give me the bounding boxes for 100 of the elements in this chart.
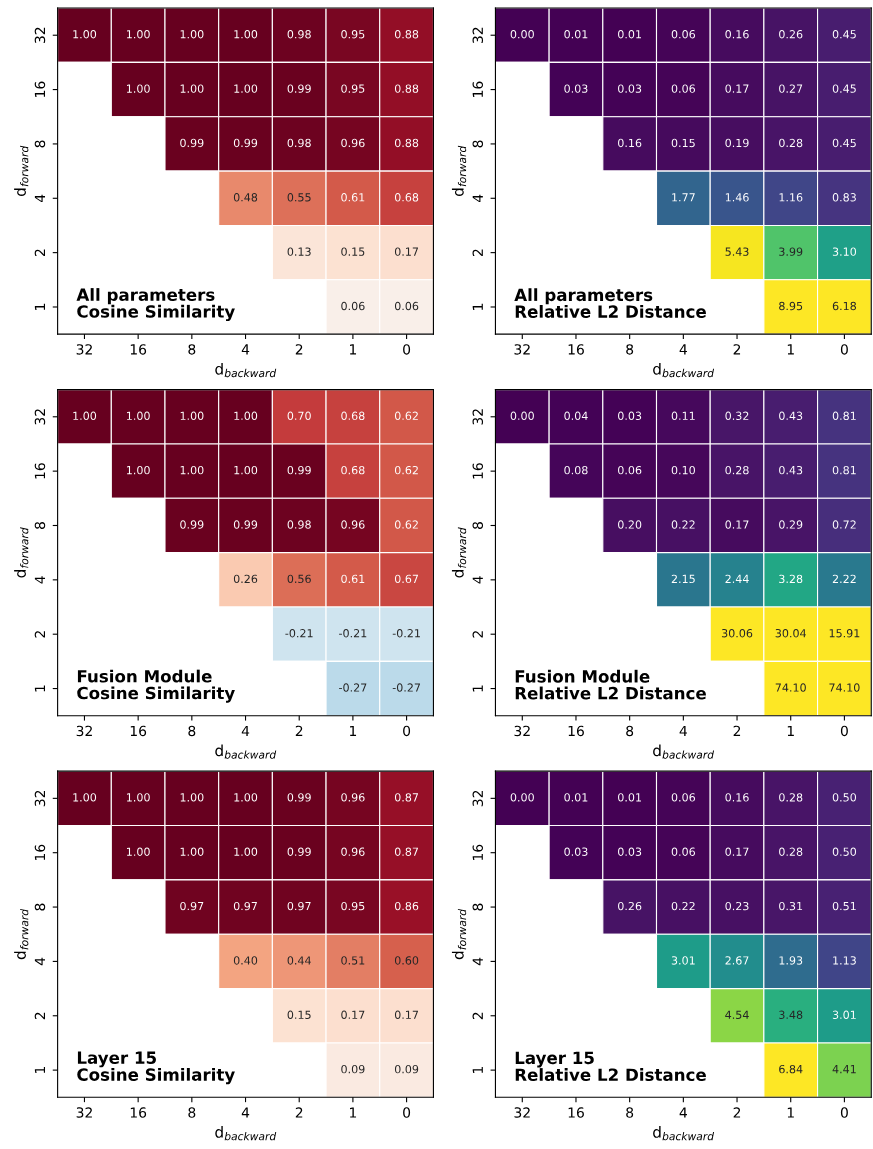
data-label: 0.98 — [287, 520, 311, 529]
x-tick-label: 4 — [241, 1107, 250, 1118]
data-label: 0.26 — [779, 30, 803, 39]
data-label: 0.72 — [832, 520, 856, 529]
data-label: 0.95 — [341, 84, 365, 93]
data-label: 0.56 — [287, 574, 311, 584]
x-tick-label: 2 — [733, 1107, 741, 1118]
data-label: 0.23 — [725, 901, 749, 911]
y-tick-label: 2 — [472, 249, 483, 257]
x-tick-label: 32 — [76, 725, 92, 737]
data-label: 0.17 — [341, 1010, 365, 1019]
data-label: 0.28 — [779, 847, 803, 856]
y-tick-label: 32 — [472, 790, 484, 807]
y-tick-label: 16 — [472, 81, 484, 97]
y-tick-label: 4 — [472, 576, 483, 584]
data-label: 0.81 — [832, 465, 856, 475]
data-label: 0.15 — [671, 138, 695, 148]
x-tick-label: 16 — [130, 725, 147, 737]
data-label: 0.99 — [287, 793, 311, 802]
data-label: 1.13 — [833, 956, 856, 965]
data-label: 0.06 — [341, 301, 365, 311]
data-label: -0.21 — [285, 629, 313, 638]
data-label: 0.01 — [618, 793, 641, 802]
data-label: 0.43 — [779, 465, 803, 475]
y-tick-label: 32 — [34, 790, 46, 807]
data-label: 1.46 — [725, 193, 749, 202]
y-tick-label: 1 — [472, 685, 483, 692]
data-label: 0.45 — [832, 138, 856, 148]
data-label: 0.81 — [832, 411, 856, 421]
data-label: 0.48 — [233, 193, 258, 202]
data-label: 0.99 — [233, 138, 258, 148]
data-label: 4.54 — [725, 1010, 749, 1019]
data-label: 0.83 — [832, 193, 856, 202]
data-label: -0.27 — [339, 683, 367, 692]
data-label: 0.11 — [671, 411, 695, 421]
data-label: 1.00 — [234, 847, 258, 856]
x-axis-title: d$_{backward}$ — [215, 362, 277, 378]
data-label: 0.88 — [394, 138, 419, 148]
data-label: 1.16 — [779, 193, 803, 202]
data-label: 0.16 — [725, 793, 749, 802]
data-label: 0.60 — [394, 956, 419, 965]
data-label: 1.00 — [73, 793, 97, 802]
y-tick-label: 16 — [34, 463, 46, 479]
y-tick-label: 8 — [34, 903, 46, 911]
data-label: 74.10 — [775, 683, 806, 692]
y-tick-label: 2 — [34, 631, 46, 638]
data-label: 3.28 — [779, 574, 803, 584]
y-tick-label: 32 — [34, 27, 46, 43]
data-label: 0.87 — [394, 847, 419, 856]
y-tick-label: 32 — [472, 27, 484, 43]
data-label: 1.00 — [234, 30, 258, 39]
data-label: 1.00 — [73, 411, 97, 421]
y-tick-label: 1 — [34, 303, 46, 310]
text: Fusion Module Cosine Similarity — [77, 669, 235, 703]
data-label: 1.00 — [127, 847, 150, 856]
data-label: 0.03 — [618, 847, 642, 856]
data-label: 0.45 — [832, 30, 856, 39]
data-label: 0.61 — [341, 574, 365, 584]
data-label: 1.00 — [127, 465, 150, 475]
data-label: 0.31 — [779, 901, 803, 911]
y-tick-label: 8 — [472, 522, 484, 529]
data-label: 0.15 — [287, 1010, 311, 1019]
x-tick-label: 32 — [514, 344, 530, 355]
data-label: 0.97 — [233, 901, 257, 911]
x-tick-label: 1 — [787, 1107, 794, 1118]
data-label: 0.95 — [341, 901, 365, 911]
data-label: 0.01 — [564, 793, 588, 802]
data-label: 0.96 — [341, 138, 365, 148]
data-label: 0.97 — [180, 901, 204, 911]
data-label: 0.70 — [287, 411, 311, 421]
data-label: 0.01 — [618, 30, 641, 39]
data-label: 0.06 — [671, 84, 696, 93]
data-label: 3.10 — [832, 247, 857, 256]
x-tick-label: 2 — [295, 1107, 303, 1118]
x-tick-label: 4 — [241, 344, 250, 355]
data-label: 0.01 — [564, 30, 588, 39]
data-label: 0.99 — [180, 138, 204, 148]
data-label: 0.99 — [287, 465, 311, 475]
data-label: 0.40 — [233, 956, 258, 965]
data-label: 0.16 — [618, 138, 642, 148]
x-axis-title: d$_{backward}$ — [653, 1126, 715, 1141]
text: Layer 15 Relative L2 Distance — [515, 1051, 706, 1082]
y-tick-label: 1 — [472, 303, 483, 310]
data-label: 0.45 — [832, 84, 856, 93]
data-label: 6.84 — [779, 1064, 803, 1074]
data-label: 0.88 — [394, 30, 419, 39]
data-label: 0.00 — [510, 30, 534, 39]
data-label: 0.04 — [564, 411, 588, 421]
data-label: 0.03 — [564, 847, 588, 856]
data-label: 1.00 — [180, 465, 204, 475]
data-label: 0.67 — [394, 574, 419, 584]
data-label: 0.27 — [779, 84, 803, 93]
y-tick-label: 16 — [34, 81, 46, 97]
data-label: 0.22 — [671, 520, 695, 529]
x-axis-title: d$_{backward}$ — [653, 744, 715, 759]
data-label: 0.00 — [510, 793, 534, 802]
data-label: 0.17 — [725, 847, 749, 856]
y-axis-title: d$_{forward}$ — [451, 908, 467, 960]
y-tick-label: 16 — [472, 844, 484, 861]
y-tick-label: 2 — [34, 1012, 46, 1020]
